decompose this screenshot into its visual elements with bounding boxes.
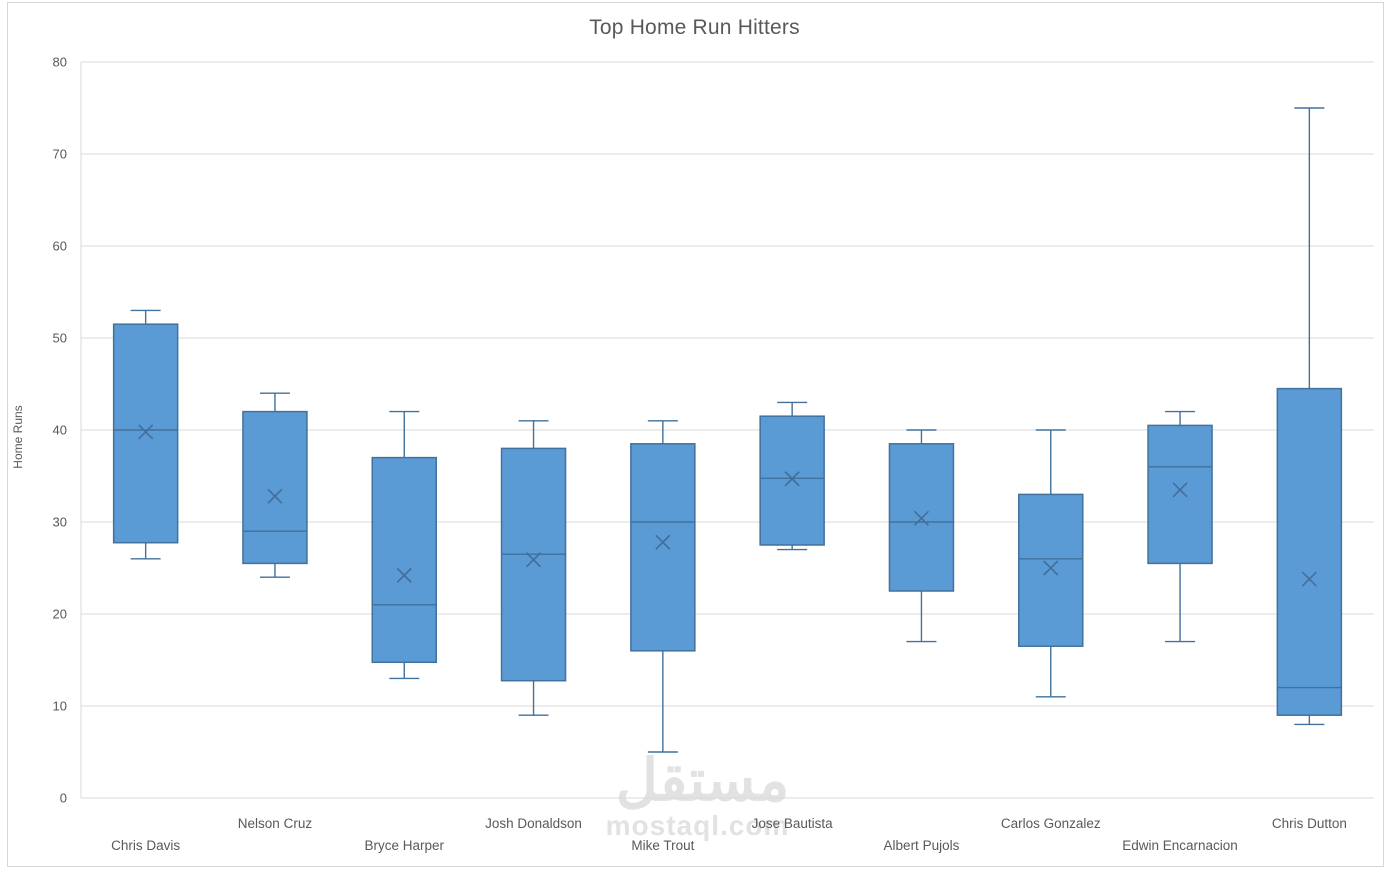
mean-marker [1301,571,1317,587]
y-tick-label-60: 60 [53,239,67,254]
mean-marker [267,488,283,504]
mean-marker [655,534,671,550]
iqr-box [500,447,567,682]
category-label-edwin-encarnacion: Edwin Encarnacion [1122,838,1238,853]
chart-title: Top Home Run Hitters [589,16,800,39]
y-tick-label-20: 20 [53,607,67,622]
y-tick-label-50: 50 [53,331,67,346]
iqr-box [630,443,696,652]
category-label-jose-bautista: Jose Bautista [752,816,834,831]
category-label-josh-donaldson: Josh Donaldson [485,816,582,831]
y-tick-label-30: 30 [53,515,67,530]
boxplot-mike-trout [630,420,696,753]
boxplot-albert-pujols [888,429,955,643]
mean-marker [913,510,930,526]
category-label-chris-dutton: Chris Dutton [1272,816,1347,831]
iqr-box [759,415,825,546]
y-tick-label-10: 10 [53,699,67,714]
category-label-albert-pujols: Albert Pujols [884,838,960,853]
boxplot-bryce-harper [371,410,437,680]
category-label-bryce-harper: Bryce Harper [364,838,444,853]
category-label-chris-davis: Chris Davis [111,838,180,853]
y-tick-label-40: 40 [53,423,67,438]
boxplot-carlos-gonzalez [1018,429,1084,698]
boxplot-edwin-encarnacion [1147,410,1213,643]
iqr-box [242,410,308,565]
boxplot-nelson-cruz [242,392,308,578]
mean-marker [1043,560,1059,576]
iqr-box [371,456,437,664]
mean-marker [396,567,412,583]
y-tick-label-0: 0 [60,791,67,806]
boxplot-chris-davis [112,309,179,560]
y-tick-label-80: 80 [53,55,67,70]
boxplot-jose-bautista [759,401,825,551]
boxplot-josh-donaldson [500,420,567,716]
boxplot-chris-dutton [1276,107,1343,726]
iqr-box [112,323,179,544]
mean-marker [784,471,800,487]
y-tick-label-70: 70 [53,147,67,162]
mean-marker [525,552,542,568]
iqr-box [1018,493,1084,647]
iqr-box [1276,387,1343,716]
category-label-nelson-cruz: Nelson Cruz [238,816,313,831]
mean-marker [138,424,154,440]
category-label-carlos-gonzalez: Carlos Gonzalez [1001,816,1101,831]
mean-marker [1172,482,1188,498]
category-label-mike-trout: Mike Trout [631,838,694,853]
iqr-box [1147,424,1213,565]
